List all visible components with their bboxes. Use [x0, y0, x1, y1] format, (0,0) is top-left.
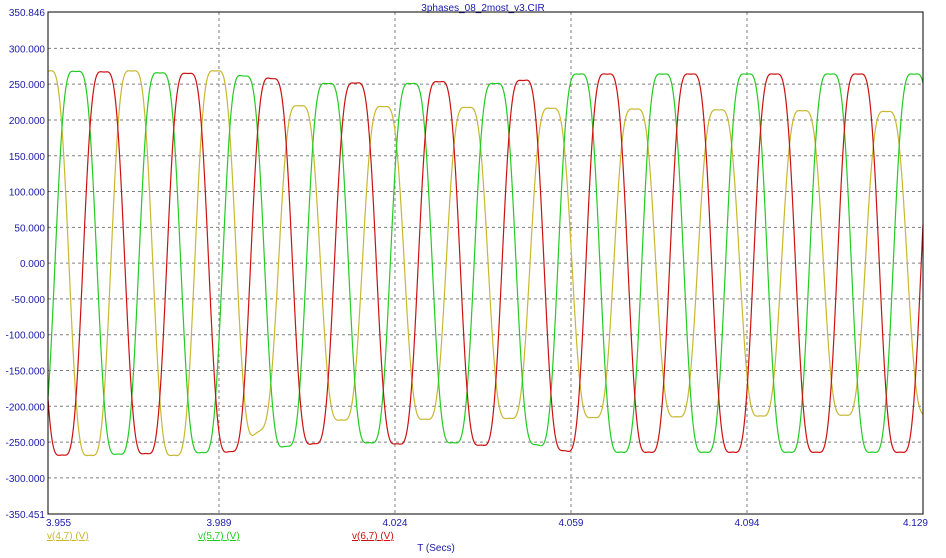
series-line-1 [47, 70, 924, 457]
series-lines [47, 70, 924, 457]
series-line-2 [47, 70, 924, 455]
x-axis-label: T (Secs) [417, 543, 455, 554]
y-tick-label: -300.000 [6, 474, 46, 485]
series-line-3 [47, 71, 924, 456]
x-tick-label: 4.094 [734, 518, 759, 529]
y-tick-label: 300.000 [9, 44, 46, 55]
legend-entry-3: v(6,7) (V) [352, 531, 394, 542]
x-tick-label: 4.059 [558, 518, 583, 529]
y-tick-label: 350.846 [9, 8, 46, 19]
y-tick-label: -200.000 [6, 402, 46, 413]
y-tick-label: 100.000 [9, 188, 46, 199]
chart-title: 3phases_08_2most_v3.CIR [421, 3, 544, 14]
x-tick-label: 4.129 [903, 518, 928, 529]
y-tick-label: -100.000 [6, 331, 46, 342]
y-axis-ticks: 350.846 300.000 250.000 200.000 150.000 100.0… [6, 8, 46, 521]
x-tick-label: 4.024 [382, 518, 407, 529]
x-tick-label: 3.989 [206, 518, 231, 529]
x-tick-label: 3.955 [46, 518, 71, 529]
plot-frame [47, 11, 924, 515]
legend: v(4,7) (V) v(5,7) (V) v(6,7) (V) [47, 531, 394, 542]
y-tick-label: 50.000 [14, 223, 45, 234]
y-tick-label: 250.000 [9, 80, 46, 91]
y-tick-label: -150.000 [6, 367, 46, 378]
y-tick-label: 0.000 [20, 259, 45, 270]
y-tick-label: 150.000 [9, 152, 46, 163]
legend-entry-1: v(4,7) (V) [47, 531, 89, 542]
grid-lines [48, 12, 923, 514]
legend-entry-2: v(5,7) (V) [198, 531, 240, 542]
y-tick-label: -250.000 [6, 438, 46, 449]
y-tick-label: -350.451 [6, 510, 46, 521]
x-axis-ticks: 3.955 3.989 4.024 4.059 4.094 4.129 [46, 518, 928, 529]
y-tick-label: -50.000 [11, 295, 45, 306]
y-tick-label: 200.000 [9, 116, 46, 127]
